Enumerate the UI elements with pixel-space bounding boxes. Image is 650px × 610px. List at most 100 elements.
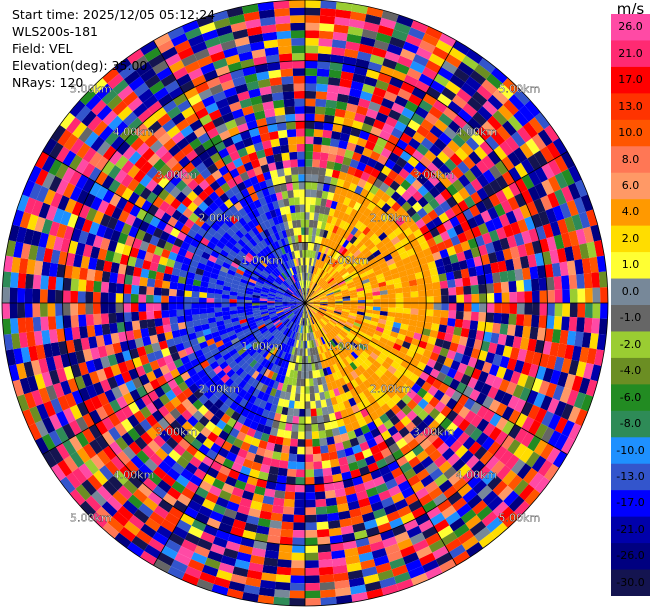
velocity-cell bbox=[263, 449, 274, 459]
velocity-cell bbox=[287, 189, 294, 199]
velocity-cell bbox=[93, 120, 108, 137]
velocity-cell bbox=[288, 251, 294, 260]
velocity-cell bbox=[56, 263, 66, 278]
velocity-cell bbox=[285, 278, 292, 286]
velocity-cell bbox=[391, 431, 403, 443]
velocity-cell bbox=[301, 234, 305, 243]
velocity-cell bbox=[228, 348, 238, 357]
velocity-cell bbox=[507, 324, 516, 337]
velocity-cell bbox=[409, 167, 422, 180]
velocity-cell bbox=[489, 412, 502, 427]
velocity-cell bbox=[390, 347, 400, 357]
velocity-cell bbox=[275, 296, 283, 300]
velocity-cell bbox=[481, 79, 498, 95]
velocity-cell bbox=[301, 317, 304, 326]
velocity-cell bbox=[117, 331, 128, 343]
velocity-cell bbox=[375, 79, 390, 91]
velocity-cell bbox=[158, 340, 169, 350]
velocity-cell bbox=[361, 247, 370, 256]
velocity-cell bbox=[256, 278, 265, 285]
velocity-cell bbox=[416, 207, 428, 219]
velocity-cell bbox=[389, 180, 401, 192]
velocity-cell bbox=[38, 358, 49, 374]
velocity-cell bbox=[314, 285, 321, 292]
velocity-cell bbox=[228, 265, 238, 273]
velocity-cell bbox=[457, 61, 475, 77]
velocity-cell bbox=[176, 282, 186, 291]
velocity-cell bbox=[394, 338, 405, 347]
velocity-cell bbox=[176, 289, 185, 297]
velocity-cell bbox=[290, 385, 297, 394]
velocity-cell bbox=[368, 275, 378, 282]
velocity-cell bbox=[152, 126, 167, 140]
velocity-cell bbox=[280, 452, 290, 462]
velocity-cell bbox=[356, 290, 365, 295]
velocity-cell bbox=[444, 263, 454, 274]
velocity-cell bbox=[221, 261, 231, 270]
range-ring-label: 2.00km bbox=[199, 383, 241, 396]
velocity-cell bbox=[547, 159, 562, 176]
range-ring-label: 1.00km bbox=[327, 254, 369, 267]
velocity-cell bbox=[230, 21, 247, 33]
velocity-cell bbox=[334, 293, 343, 297]
velocity-cell bbox=[326, 92, 339, 101]
velocity-cell bbox=[338, 342, 346, 351]
velocity-cell bbox=[288, 400, 295, 409]
velocity-cell bbox=[363, 164, 374, 175]
velocity-cell bbox=[267, 297, 276, 300]
velocity-cell bbox=[260, 291, 269, 296]
velocity-cell bbox=[391, 163, 403, 175]
velocity-cell bbox=[136, 142, 150, 157]
velocity-cell bbox=[336, 253, 344, 262]
velocity-cell bbox=[350, 584, 367, 595]
velocity-cell bbox=[218, 562, 235, 574]
velocity-cell bbox=[353, 367, 363, 377]
velocity-cell bbox=[485, 455, 500, 471]
velocity-cell bbox=[395, 292, 404, 299]
velocity-cell bbox=[191, 552, 208, 565]
velocity-cell bbox=[385, 258, 395, 267]
velocity-cell bbox=[269, 287, 278, 293]
velocity-cell bbox=[521, 361, 532, 376]
velocity-cell bbox=[3, 333, 14, 351]
velocity-cell bbox=[519, 387, 532, 402]
velocity-cell bbox=[104, 343, 115, 356]
velocity-cell bbox=[131, 275, 141, 286]
velocity-cell bbox=[238, 379, 248, 389]
velocity-cell bbox=[448, 47, 466, 62]
velocity-cell bbox=[368, 340, 378, 349]
velocity-cell bbox=[274, 249, 281, 258]
velocity-cell bbox=[308, 317, 311, 326]
velocity-cell bbox=[460, 354, 471, 366]
velocity-cell bbox=[319, 305, 328, 308]
velocity-cell bbox=[315, 197, 322, 206]
velocity-cell bbox=[490, 460, 506, 476]
velocity-cell bbox=[193, 468, 207, 481]
velocity-cell bbox=[331, 169, 341, 179]
velocity-cell bbox=[157, 188, 170, 201]
velocity-cell bbox=[147, 100, 163, 115]
velocity-cell bbox=[311, 166, 320, 175]
velocity-cell bbox=[381, 97, 395, 110]
velocity-cell bbox=[448, 287, 457, 296]
velocity-cell bbox=[333, 336, 341, 345]
velocity-cell bbox=[84, 458, 99, 475]
velocity-cell bbox=[320, 237, 327, 246]
velocity-cell bbox=[85, 495, 102, 512]
velocity-cell bbox=[553, 316, 563, 330]
velocity-cell bbox=[231, 363, 241, 373]
velocity-cell bbox=[522, 467, 538, 485]
velocity-cell bbox=[287, 277, 293, 285]
velocity-cell bbox=[363, 479, 376, 491]
velocity-cell bbox=[164, 331, 174, 341]
velocity-cell bbox=[215, 123, 228, 135]
velocity-cell bbox=[165, 258, 176, 268]
velocity-cell bbox=[380, 165, 392, 176]
colorbar-tick-label: -26.0 bbox=[616, 549, 645, 563]
velocity-cell bbox=[74, 216, 86, 231]
velocity-cell bbox=[262, 31, 278, 42]
velocity-cell bbox=[575, 361, 587, 378]
velocity-cell bbox=[242, 458, 254, 469]
velocity-cell bbox=[281, 229, 288, 239]
velocity-cell bbox=[340, 350, 348, 359]
